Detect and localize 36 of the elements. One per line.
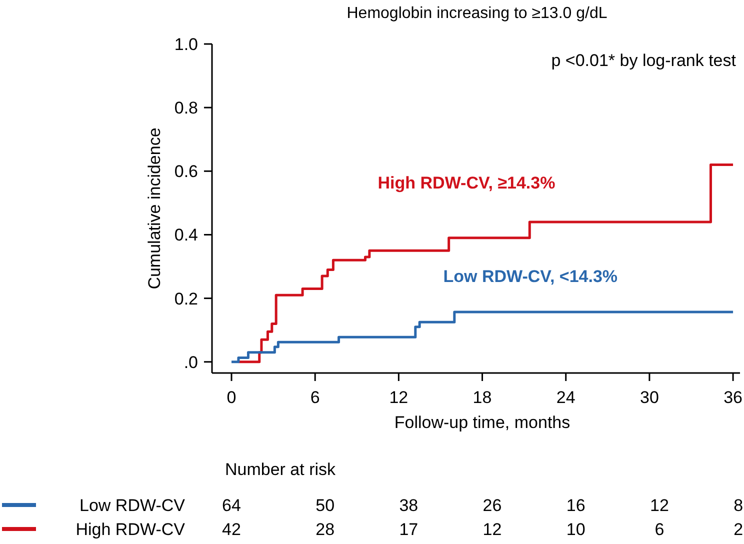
text: 10 bbox=[566, 520, 586, 539]
text: 17 bbox=[399, 520, 418, 539]
y-tick-label: 0.2 bbox=[174, 289, 198, 308]
annotation: p <0.01* by log-rank test bbox=[551, 51, 736, 70]
text: 12 bbox=[650, 496, 669, 515]
y-tick-label: .0 bbox=[184, 352, 198, 372]
text: Number at risk bbox=[225, 460, 336, 479]
y-tick-label: 1.0 bbox=[174, 35, 198, 54]
text: 64 bbox=[222, 496, 241, 515]
y-tick-label: 0.4 bbox=[174, 226, 198, 245]
y-axis-title: Cumulative incidence bbox=[145, 128, 164, 290]
text: 26 bbox=[482, 496, 502, 515]
x-tick-label: 12 bbox=[389, 388, 408, 407]
text: 50 bbox=[316, 496, 335, 515]
x-tick-label: 18 bbox=[472, 388, 492, 407]
series-label: High RDW-CV, ≥14.3% bbox=[378, 174, 556, 193]
series-label: Low RDW-CV, <14.3% bbox=[443, 267, 618, 286]
text: High RDW-CV bbox=[76, 520, 186, 539]
y-tick-label: 0.8 bbox=[174, 98, 198, 118]
x-tick-label: 24 bbox=[556, 388, 576, 407]
x-tick-label: 30 bbox=[640, 388, 659, 407]
text: 28 bbox=[316, 520, 335, 539]
text: 2 bbox=[734, 520, 744, 539]
text: 12 bbox=[482, 520, 502, 539]
text: Low RDW-CV bbox=[80, 496, 186, 515]
text: 42 bbox=[222, 520, 241, 539]
text: 16 bbox=[566, 496, 586, 515]
x-axis-title: Follow-up time, months bbox=[394, 413, 570, 432]
text: 8 bbox=[734, 496, 744, 515]
text: 6 bbox=[654, 520, 664, 539]
x-tick-label: 0 bbox=[226, 388, 236, 407]
text: 38 bbox=[399, 496, 418, 515]
x-tick-label: 36 bbox=[724, 388, 742, 407]
chart-title: Hemoglobin increasing to ≥13.0 g/dL bbox=[346, 5, 608, 22]
x-tick-label: 6 bbox=[310, 388, 320, 407]
y-tick-label: 0.6 bbox=[174, 162, 198, 182]
